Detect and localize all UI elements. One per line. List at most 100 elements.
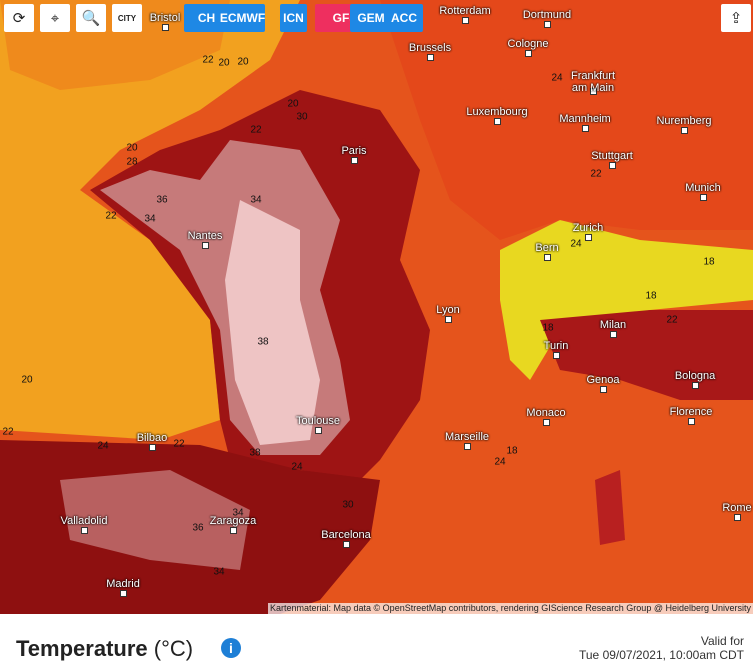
contour-label: 36 bbox=[192, 522, 204, 534]
city-label: Zaragoza bbox=[209, 515, 257, 527]
city-label: Bern bbox=[535, 242, 559, 254]
po-valley bbox=[540, 310, 753, 400]
city-marker bbox=[692, 382, 699, 389]
footer-title: Temperature (°C) bbox=[16, 636, 193, 662]
contour-label: 18 bbox=[703, 256, 715, 268]
city-label: Nuremberg bbox=[656, 115, 712, 127]
city-marker bbox=[162, 24, 169, 31]
contour-label: 22 bbox=[2, 426, 14, 438]
city-marker bbox=[343, 541, 350, 548]
city-marker bbox=[494, 118, 501, 125]
city-marker bbox=[600, 386, 607, 393]
contour-label: 18 bbox=[506, 445, 518, 457]
contour-label: 22 bbox=[105, 210, 117, 222]
city-label: Monaco bbox=[526, 407, 566, 419]
share-button[interactable]: ⇪ bbox=[721, 4, 751, 32]
title: Temperature bbox=[16, 636, 148, 661]
atlantic bbox=[0, 0, 300, 440]
city-label: Cologne bbox=[507, 38, 549, 50]
central-europe bbox=[380, 0, 753, 240]
city-button[interactable]: CITY bbox=[112, 4, 142, 32]
contour-label: 24 bbox=[97, 440, 109, 452]
contour-label: 30 bbox=[296, 111, 308, 123]
city-label: Stuttgart bbox=[591, 150, 633, 162]
city-label: Barcelona bbox=[321, 529, 371, 541]
alps bbox=[500, 220, 753, 380]
zoom-button[interactable]: 🔍 bbox=[76, 4, 106, 32]
city-marker bbox=[582, 125, 589, 132]
city-label: Bilbao bbox=[136, 432, 168, 444]
attribution: Kartenmaterial: Map data © OpenStreetMap… bbox=[268, 603, 753, 614]
city-label: Valladolid bbox=[60, 515, 108, 527]
city-marker bbox=[351, 157, 358, 164]
contour-label: 22 bbox=[666, 314, 678, 326]
city-label: Marseille bbox=[444, 431, 490, 443]
contour-label: 30 bbox=[342, 499, 354, 511]
contour-label: 38 bbox=[249, 447, 261, 459]
contour-label: 18 bbox=[542, 322, 554, 334]
model-button[interactable]: ICN bbox=[280, 4, 307, 32]
city-label: Mannheim bbox=[559, 113, 611, 125]
unit: (°C) bbox=[153, 636, 194, 661]
city-marker bbox=[585, 234, 592, 241]
info-icon[interactable]: i bbox=[221, 638, 241, 658]
contour-label: 38 bbox=[257, 336, 269, 348]
spain-hotter bbox=[60, 470, 250, 570]
city-marker bbox=[543, 419, 550, 426]
city-marker bbox=[202, 242, 209, 249]
contour-label: 22 bbox=[250, 124, 262, 136]
city-label: Dortmund bbox=[522, 9, 572, 21]
corsica bbox=[595, 470, 625, 545]
city-label: Brussels bbox=[408, 42, 452, 54]
valid-time: Tue 09/07/2021, 10:00am CDT bbox=[579, 648, 744, 662]
city-marker bbox=[590, 88, 597, 95]
france-hottest bbox=[225, 200, 320, 445]
city-label: Genoa bbox=[586, 374, 620, 386]
contour-label: 22 bbox=[173, 438, 185, 450]
city-marker bbox=[120, 590, 127, 597]
contour-label: 24 bbox=[494, 456, 506, 468]
map bbox=[0, 0, 753, 614]
city-label: Paris bbox=[341, 145, 367, 157]
contour-label: 34 bbox=[213, 566, 225, 578]
valid-info: Valid for Tue 09/07/2021, 10:00am CDT bbox=[579, 634, 744, 662]
city-marker bbox=[544, 254, 551, 261]
city-label: Bristol bbox=[149, 12, 181, 24]
city-label: Florence bbox=[669, 406, 713, 418]
contour-label: 34 bbox=[232, 507, 244, 519]
contour-label: 20 bbox=[126, 142, 138, 154]
contour-label: 22 bbox=[590, 168, 602, 180]
city-label: Turin bbox=[543, 340, 569, 352]
city-label: Zurich bbox=[572, 222, 604, 234]
city-label: Frankfurt am Main bbox=[570, 70, 615, 94]
contour-label: 34 bbox=[250, 194, 262, 206]
city-label: Munich bbox=[685, 182, 721, 194]
city-label: Nantes bbox=[187, 230, 223, 242]
model-button[interactable]: ECMWF bbox=[220, 4, 265, 32]
city-marker bbox=[734, 514, 741, 521]
city-marker bbox=[525, 50, 532, 57]
contour-label: 24 bbox=[291, 461, 303, 473]
city-marker bbox=[427, 54, 434, 61]
city-marker bbox=[149, 444, 156, 451]
contour-label: 22 bbox=[202, 54, 214, 66]
location-button[interactable]: ⌖ bbox=[40, 4, 70, 32]
contour-label: 28 bbox=[126, 156, 138, 168]
city-label: Bologna bbox=[674, 370, 716, 382]
city-marker bbox=[609, 162, 616, 169]
city-marker bbox=[700, 194, 707, 201]
city-label: Lyon bbox=[436, 304, 460, 316]
city-label: Rome bbox=[722, 502, 752, 514]
valid-label: Valid for bbox=[700, 634, 744, 648]
city-label: Rotterdam bbox=[439, 5, 491, 17]
city-marker bbox=[230, 527, 237, 534]
contour-label: 24 bbox=[551, 72, 563, 84]
city-marker bbox=[81, 527, 88, 534]
refresh-button[interactable]: ⟳ bbox=[4, 4, 34, 32]
city-marker bbox=[462, 17, 469, 24]
city-marker bbox=[688, 418, 695, 425]
city-marker bbox=[681, 127, 688, 134]
model-button[interactable]: ACC bbox=[385, 4, 423, 32]
city-label: Milan bbox=[599, 319, 627, 331]
